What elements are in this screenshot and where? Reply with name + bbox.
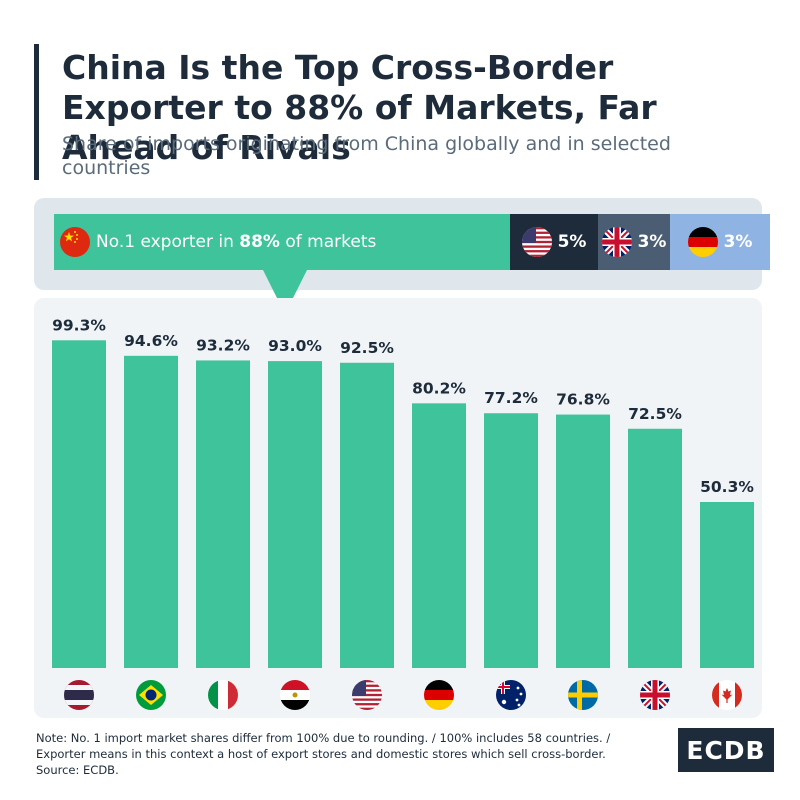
value-label: 93.0% [268, 337, 322, 355]
footnote-line-3: Source: ECDB. [36, 763, 119, 777]
title-accent-bar [34, 44, 39, 180]
value-label: 76.8% [556, 391, 610, 409]
china-flag-icon [60, 227, 90, 257]
china-share-label: No.1 exporter in 88% of markets [96, 232, 377, 252]
bar-united-kingdom [628, 428, 682, 668]
germany-flag-icon [687, 227, 718, 257]
uk-flag-icon [601, 227, 632, 257]
exporter-share-bar: No.1 exporter in 88% of markets 5% 3% 3% [54, 214, 770, 270]
usa-share-label: 5% [557, 232, 587, 252]
bar-brazil [124, 355, 178, 668]
footnote-line-2: Exporter means in this context a host of… [36, 747, 606, 761]
page-subtitle: Share of imports originating from China … [62, 133, 671, 179]
page-title: China Is the Top Cross-Border Exporter t… [62, 48, 657, 167]
footnote-line-1: Note: No. 1 import market shares differ … [36, 731, 611, 745]
bar-germany [412, 403, 466, 668]
bar-united-states [340, 362, 394, 668]
bar-canada [700, 502, 754, 668]
bar-egypt [268, 361, 322, 668]
value-label: 50.3% [700, 478, 754, 496]
germany-flag-icon [424, 680, 454, 710]
egypt-flag-icon [280, 680, 310, 710]
value-label: 77.2% [484, 389, 538, 407]
value-label: 99.3% [52, 316, 106, 334]
value-label: 72.5% [628, 405, 682, 423]
bar-italy [196, 360, 250, 668]
value-label: 92.5% [340, 339, 394, 357]
share-segment-germany: 3% [670, 214, 770, 270]
value-label: 94.6% [124, 332, 178, 350]
italy-flag-icon [208, 680, 238, 710]
uk-share-label: 3% [637, 232, 667, 252]
bar-sweden [556, 414, 610, 668]
value-label: 80.2% [412, 379, 466, 397]
share-segment-usa: 5% [510, 214, 598, 270]
ecdb-logo: ECDB [678, 728, 774, 772]
usa-flag-icon [352, 680, 382, 710]
australia-flag-icon [496, 680, 526, 710]
sweden-flag-icon [568, 680, 598, 710]
bar-australia [484, 413, 538, 668]
bar-thailand [52, 340, 106, 668]
usa-flag-icon [521, 227, 552, 257]
value-label: 93.2% [196, 336, 250, 354]
footnote: Note: No. 1 import market shares differ … [36, 730, 626, 778]
thailand-flag-icon [64, 680, 94, 710]
brazil-flag-icon [136, 680, 166, 710]
germany-share-label: 3% [723, 232, 753, 252]
share-segment-uk: 3% [598, 214, 670, 270]
share-segment-china: No.1 exporter in 88% of markets [54, 214, 510, 270]
bar-chart: 99.3% 94.6% 93.2% 93.0% 92.5% 80.2% 77.2% 76.8%… [52, 316, 754, 710]
uk-flag-icon [640, 680, 670, 710]
canada-flag-icon [712, 680, 742, 710]
